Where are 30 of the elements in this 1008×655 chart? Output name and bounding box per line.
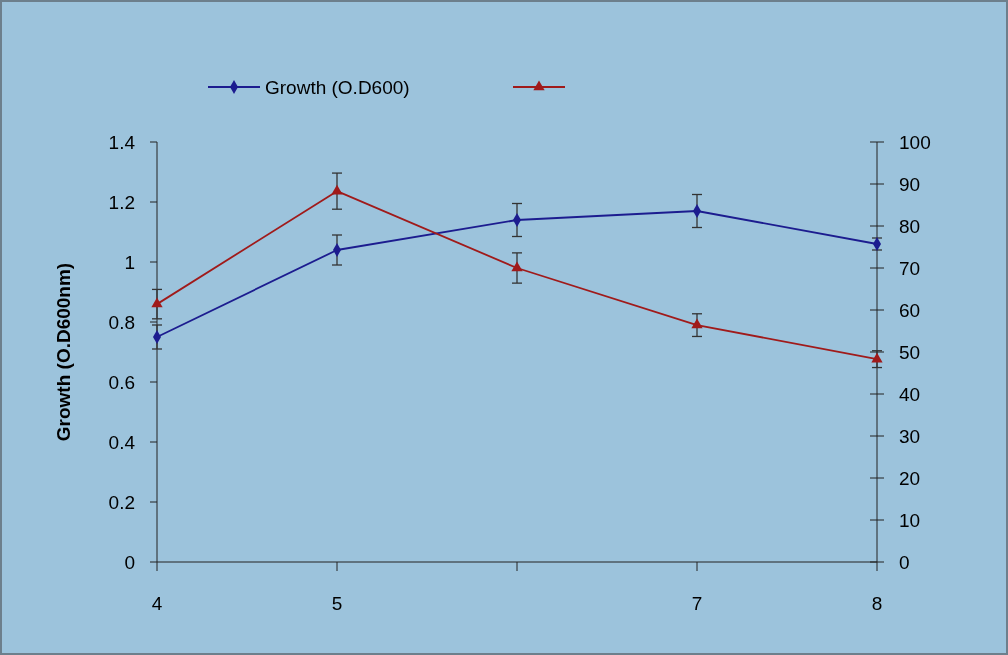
y-tick-label: 1 <box>124 252 135 273</box>
legend-label: Growth (O.D600) <box>265 77 410 98</box>
point <box>871 352 883 363</box>
point <box>151 297 163 308</box>
y2-tick-label: 50 <box>899 342 921 363</box>
y2-tick-label: 20 <box>899 468 921 489</box>
y-tick-label: 0.4 <box>108 432 136 453</box>
y2-tick-label: 10 <box>899 510 921 531</box>
x-tick-label: 5 <box>331 593 343 614</box>
point <box>511 261 523 272</box>
y2-tick-label: 30 <box>899 426 921 447</box>
point <box>331 184 343 195</box>
y2-tick-label: 40 <box>899 384 921 405</box>
x-tick-label: 7 <box>691 593 703 614</box>
y2-tick-label: 0 <box>899 552 910 573</box>
x-tick-label: 4 <box>151 593 163 614</box>
y-tick-label: 1.2 <box>108 192 135 213</box>
y-tick-label: 0.2 <box>108 492 135 513</box>
y2-tick-label: 90 <box>899 174 921 195</box>
y-tick-label: 0 <box>124 552 135 573</box>
y-tick-label: 1.4 <box>108 132 136 153</box>
y2-tick-label: 70 <box>899 258 921 279</box>
y2-tick-label: 60 <box>899 300 921 321</box>
point <box>691 318 703 329</box>
y2-tick-label: 80 <box>899 216 921 237</box>
y-tick-label: 0.6 <box>108 372 135 393</box>
y-tick-label: 0.8 <box>108 312 135 333</box>
y2-tick-label: 100 <box>899 132 931 153</box>
x-tick-label: 8 <box>871 593 883 614</box>
y-axis-title: Growth (O.D600nm) <box>53 262 74 442</box>
